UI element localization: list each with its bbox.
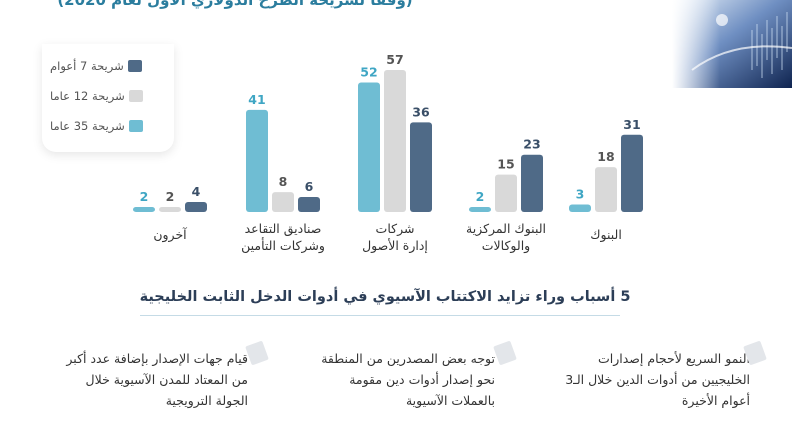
legend-item: شريحة 12 عاما (50, 88, 170, 104)
data-label: 2 (476, 189, 485, 204)
category-label: صناديق التقاعد (245, 221, 322, 237)
data-label: 52 (360, 64, 377, 79)
reason-3: قيام جهات الإصدار بإضافة عدد أكبر من الم… (66, 351, 248, 408)
chart-bar (521, 154, 543, 212)
section-divider (140, 315, 620, 316)
category-label: والوكالات (482, 238, 530, 254)
category-label: إدارة الأصول (362, 238, 428, 254)
legend-label: شريحة 12 عاما (50, 89, 125, 103)
chart-bar (495, 174, 517, 212)
data-label: 23 (523, 137, 540, 152)
chart-bar (621, 134, 643, 212)
data-label: 57 (386, 52, 403, 67)
legend-swatch (128, 90, 143, 102)
chart-bar (272, 192, 294, 212)
category-label: وشركات التأمين (241, 237, 325, 254)
header-banner: (وفقا لشريحة الطرح الدولاري الأول لعام 2… (0, 0, 792, 14)
reason-2: توجه بعض المصدرين من المنطقة نحو إصدار أ… (321, 351, 495, 408)
legend-swatch (128, 120, 143, 132)
legend-item: شريحة 7 أعوام (50, 58, 170, 74)
chart-bar (595, 167, 617, 212)
category-label: البنوك (590, 227, 622, 243)
data-label: 6 (305, 179, 314, 194)
chart-legend: شريحة 7 أعوام شريحة 12 عاما شريحة 35 عام… (42, 44, 174, 152)
data-label: 2 (166, 189, 175, 204)
chart-bar (384, 70, 406, 212)
data-label: 18 (597, 149, 614, 164)
chart-bar (159, 207, 181, 212)
chart-bar (410, 122, 432, 212)
document-icon (493, 341, 517, 365)
chart-bar (569, 204, 591, 212)
data-label: 8 (279, 174, 288, 189)
document-icon (245, 341, 269, 365)
chart-bar (298, 197, 320, 212)
category-label: البنوك المركزية (466, 221, 546, 237)
chart-bar (469, 207, 491, 212)
bar-chart: 3 18 31 البنوك 2 15 23 البنوك المركزيةوالوكالات… (133, 52, 643, 254)
header-title: (وفقا لشريحة الطرح الدولاري الأول لعام 2… (57, 0, 413, 9)
reason-1: النمو السريع لأحجام إصدارات الخليجيين من… (565, 351, 750, 408)
chart-bar (185, 202, 207, 212)
legend-swatch (127, 60, 142, 72)
data-label: 41 (248, 92, 265, 107)
category-label: آخرون (153, 227, 187, 243)
category-label: شركات (376, 221, 415, 237)
data-label: 36 (412, 104, 430, 119)
chart-bar (358, 82, 380, 212)
chart-bar (246, 109, 268, 212)
hero-photo (672, 0, 792, 88)
legend-label: شريحة 7 أعوام (50, 59, 124, 73)
chart-bar (133, 207, 155, 212)
document-icon (743, 341, 767, 365)
legend-label: شريحة 35 عاما (50, 119, 125, 133)
data-label: 4 (192, 184, 201, 199)
data-label: 2 (140, 189, 149, 204)
data-label: 31 (623, 117, 640, 132)
section-title: 5 أسباب وراء تزايد الاكتتاب الآسيوي في أ… (139, 289, 631, 305)
data-label: 3 (576, 187, 585, 202)
data-label: 15 (497, 157, 514, 172)
legend-item: شريحة 35 عاما (50, 118, 170, 134)
